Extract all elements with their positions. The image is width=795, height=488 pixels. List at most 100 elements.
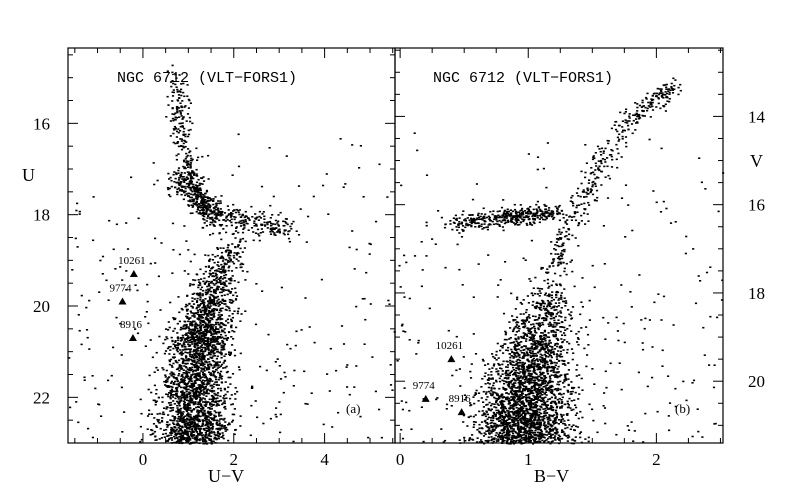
data-point	[177, 408, 180, 411]
data-point	[202, 212, 205, 214]
data-point	[541, 344, 544, 347]
data-point	[154, 262, 157, 264]
data-point	[219, 352, 223, 355]
data-point	[209, 326, 212, 329]
data-point	[219, 325, 222, 328]
data-point	[263, 215, 266, 218]
data-point	[173, 353, 176, 356]
data-point	[183, 160, 186, 163]
data-point	[485, 393, 488, 395]
data-point	[192, 283, 195, 286]
data-point	[541, 372, 544, 375]
data-point	[209, 422, 212, 425]
data-point	[169, 390, 172, 392]
data-point	[213, 366, 216, 368]
data-point	[513, 397, 516, 399]
data-point	[553, 306, 556, 309]
data-point	[193, 330, 196, 332]
data-point	[179, 418, 182, 421]
data-point	[191, 366, 194, 369]
data-point	[273, 228, 276, 230]
data-point	[223, 348, 226, 351]
data-point	[203, 277, 206, 280]
data-point	[152, 162, 155, 164]
data-point	[196, 185, 199, 187]
data-point	[206, 415, 209, 417]
data-point	[207, 265, 210, 267]
data-point	[278, 365, 281, 367]
data-point	[209, 319, 212, 322]
data-point	[271, 230, 274, 233]
data-point	[548, 365, 551, 368]
data-point	[212, 396, 216, 399]
data-point	[199, 409, 202, 412]
data-point	[539, 344, 542, 347]
data-point	[211, 398, 214, 401]
data-point	[568, 397, 571, 400]
data-point	[212, 301, 215, 303]
data-point	[203, 304, 206, 307]
data-point	[225, 320, 228, 322]
data-point	[515, 390, 518, 392]
data-point	[507, 376, 510, 379]
data-point	[561, 401, 564, 403]
data-point	[254, 323, 258, 326]
data-point	[230, 403, 233, 406]
data-point	[216, 348, 219, 351]
data-point	[210, 212, 213, 215]
data-point	[528, 317, 531, 319]
data-point	[201, 355, 204, 358]
data-point	[168, 385, 171, 387]
data-point	[268, 220, 272, 223]
data-point	[235, 226, 238, 228]
data-point	[189, 283, 192, 285]
data-point	[271, 214, 274, 216]
data-point	[537, 327, 540, 329]
data-point	[285, 222, 288, 224]
data-point	[189, 102, 192, 104]
data-point	[202, 386, 205, 389]
data-point	[101, 273, 104, 275]
data-point	[195, 431, 198, 433]
data-point	[186, 113, 190, 115]
data-point	[211, 380, 214, 382]
data-point	[214, 437, 217, 439]
data-point	[299, 208, 302, 210]
data-point	[191, 212, 194, 214]
data-point	[564, 316, 567, 319]
data-point	[472, 426, 475, 428]
data-point	[191, 398, 194, 400]
data-point	[183, 127, 186, 130]
data-point	[213, 414, 216, 417]
data-point	[505, 374, 508, 377]
data-point	[542, 364, 545, 367]
data-point	[220, 425, 223, 428]
data-point	[486, 413, 489, 416]
data-point	[509, 361, 512, 364]
data-point	[185, 240, 188, 242]
data-point	[223, 417, 226, 420]
data-point	[536, 414, 540, 417]
data-point	[187, 358, 190, 360]
data-point	[201, 155, 204, 158]
data-point	[277, 229, 280, 232]
data-point	[191, 185, 194, 188]
data-point	[490, 421, 493, 424]
data-point	[207, 197, 210, 199]
data-point	[542, 386, 545, 388]
data-point	[533, 405, 536, 407]
data-point	[187, 133, 191, 136]
data-point	[210, 357, 213, 359]
data-point	[201, 226, 204, 229]
data-point	[176, 361, 179, 364]
data-point	[204, 254, 207, 256]
data-point	[226, 391, 229, 393]
data-point	[207, 426, 211, 428]
data-point	[212, 397, 215, 400]
data-point	[557, 442, 561, 445]
data-point	[306, 403, 309, 405]
data-point	[192, 200, 196, 202]
data-point	[204, 334, 207, 337]
data-point	[115, 223, 118, 226]
data-point	[539, 371, 542, 373]
